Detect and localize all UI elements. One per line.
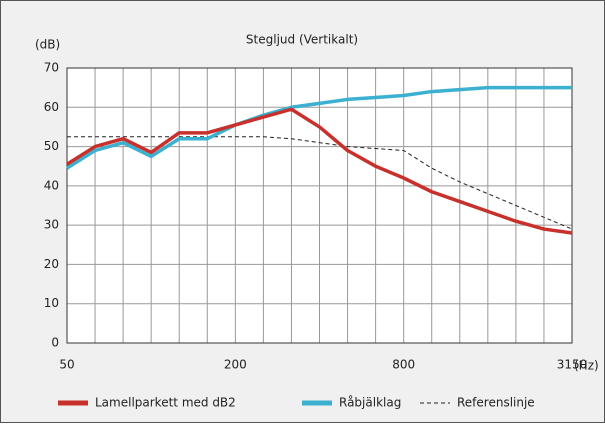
x-tick-label: 3150 bbox=[557, 358, 588, 372]
chart-title: Stegljud (Vertikalt) bbox=[246, 33, 358, 47]
legend-label: Lamellparkett med dB2 bbox=[95, 396, 236, 410]
y-tick-label: 20 bbox=[44, 257, 59, 271]
y-tick-label: 30 bbox=[44, 218, 59, 232]
y-tick-label: 0 bbox=[51, 336, 59, 350]
x-tick-label: 800 bbox=[392, 358, 415, 372]
y-tick-label: 10 bbox=[44, 296, 59, 310]
y-tick-label: 60 bbox=[44, 100, 59, 114]
x-axis-label: (Hz) bbox=[574, 359, 599, 373]
legend-label: Råbjälklag bbox=[339, 396, 401, 410]
y-tick-label: 50 bbox=[44, 139, 59, 153]
y-tick-label: 40 bbox=[44, 178, 59, 192]
legend-label: Referenslinje bbox=[457, 396, 535, 410]
x-tick-label: 50 bbox=[59, 358, 74, 372]
y-axis-label: (dB) bbox=[35, 38, 60, 52]
plot-border bbox=[66, 67, 573, 344]
y-tick-label: 70 bbox=[44, 61, 59, 75]
series-line bbox=[66, 107, 573, 235]
series-line bbox=[66, 85, 572, 170]
x-tick-label: 200 bbox=[224, 358, 247, 372]
series-line bbox=[67, 136, 573, 230]
